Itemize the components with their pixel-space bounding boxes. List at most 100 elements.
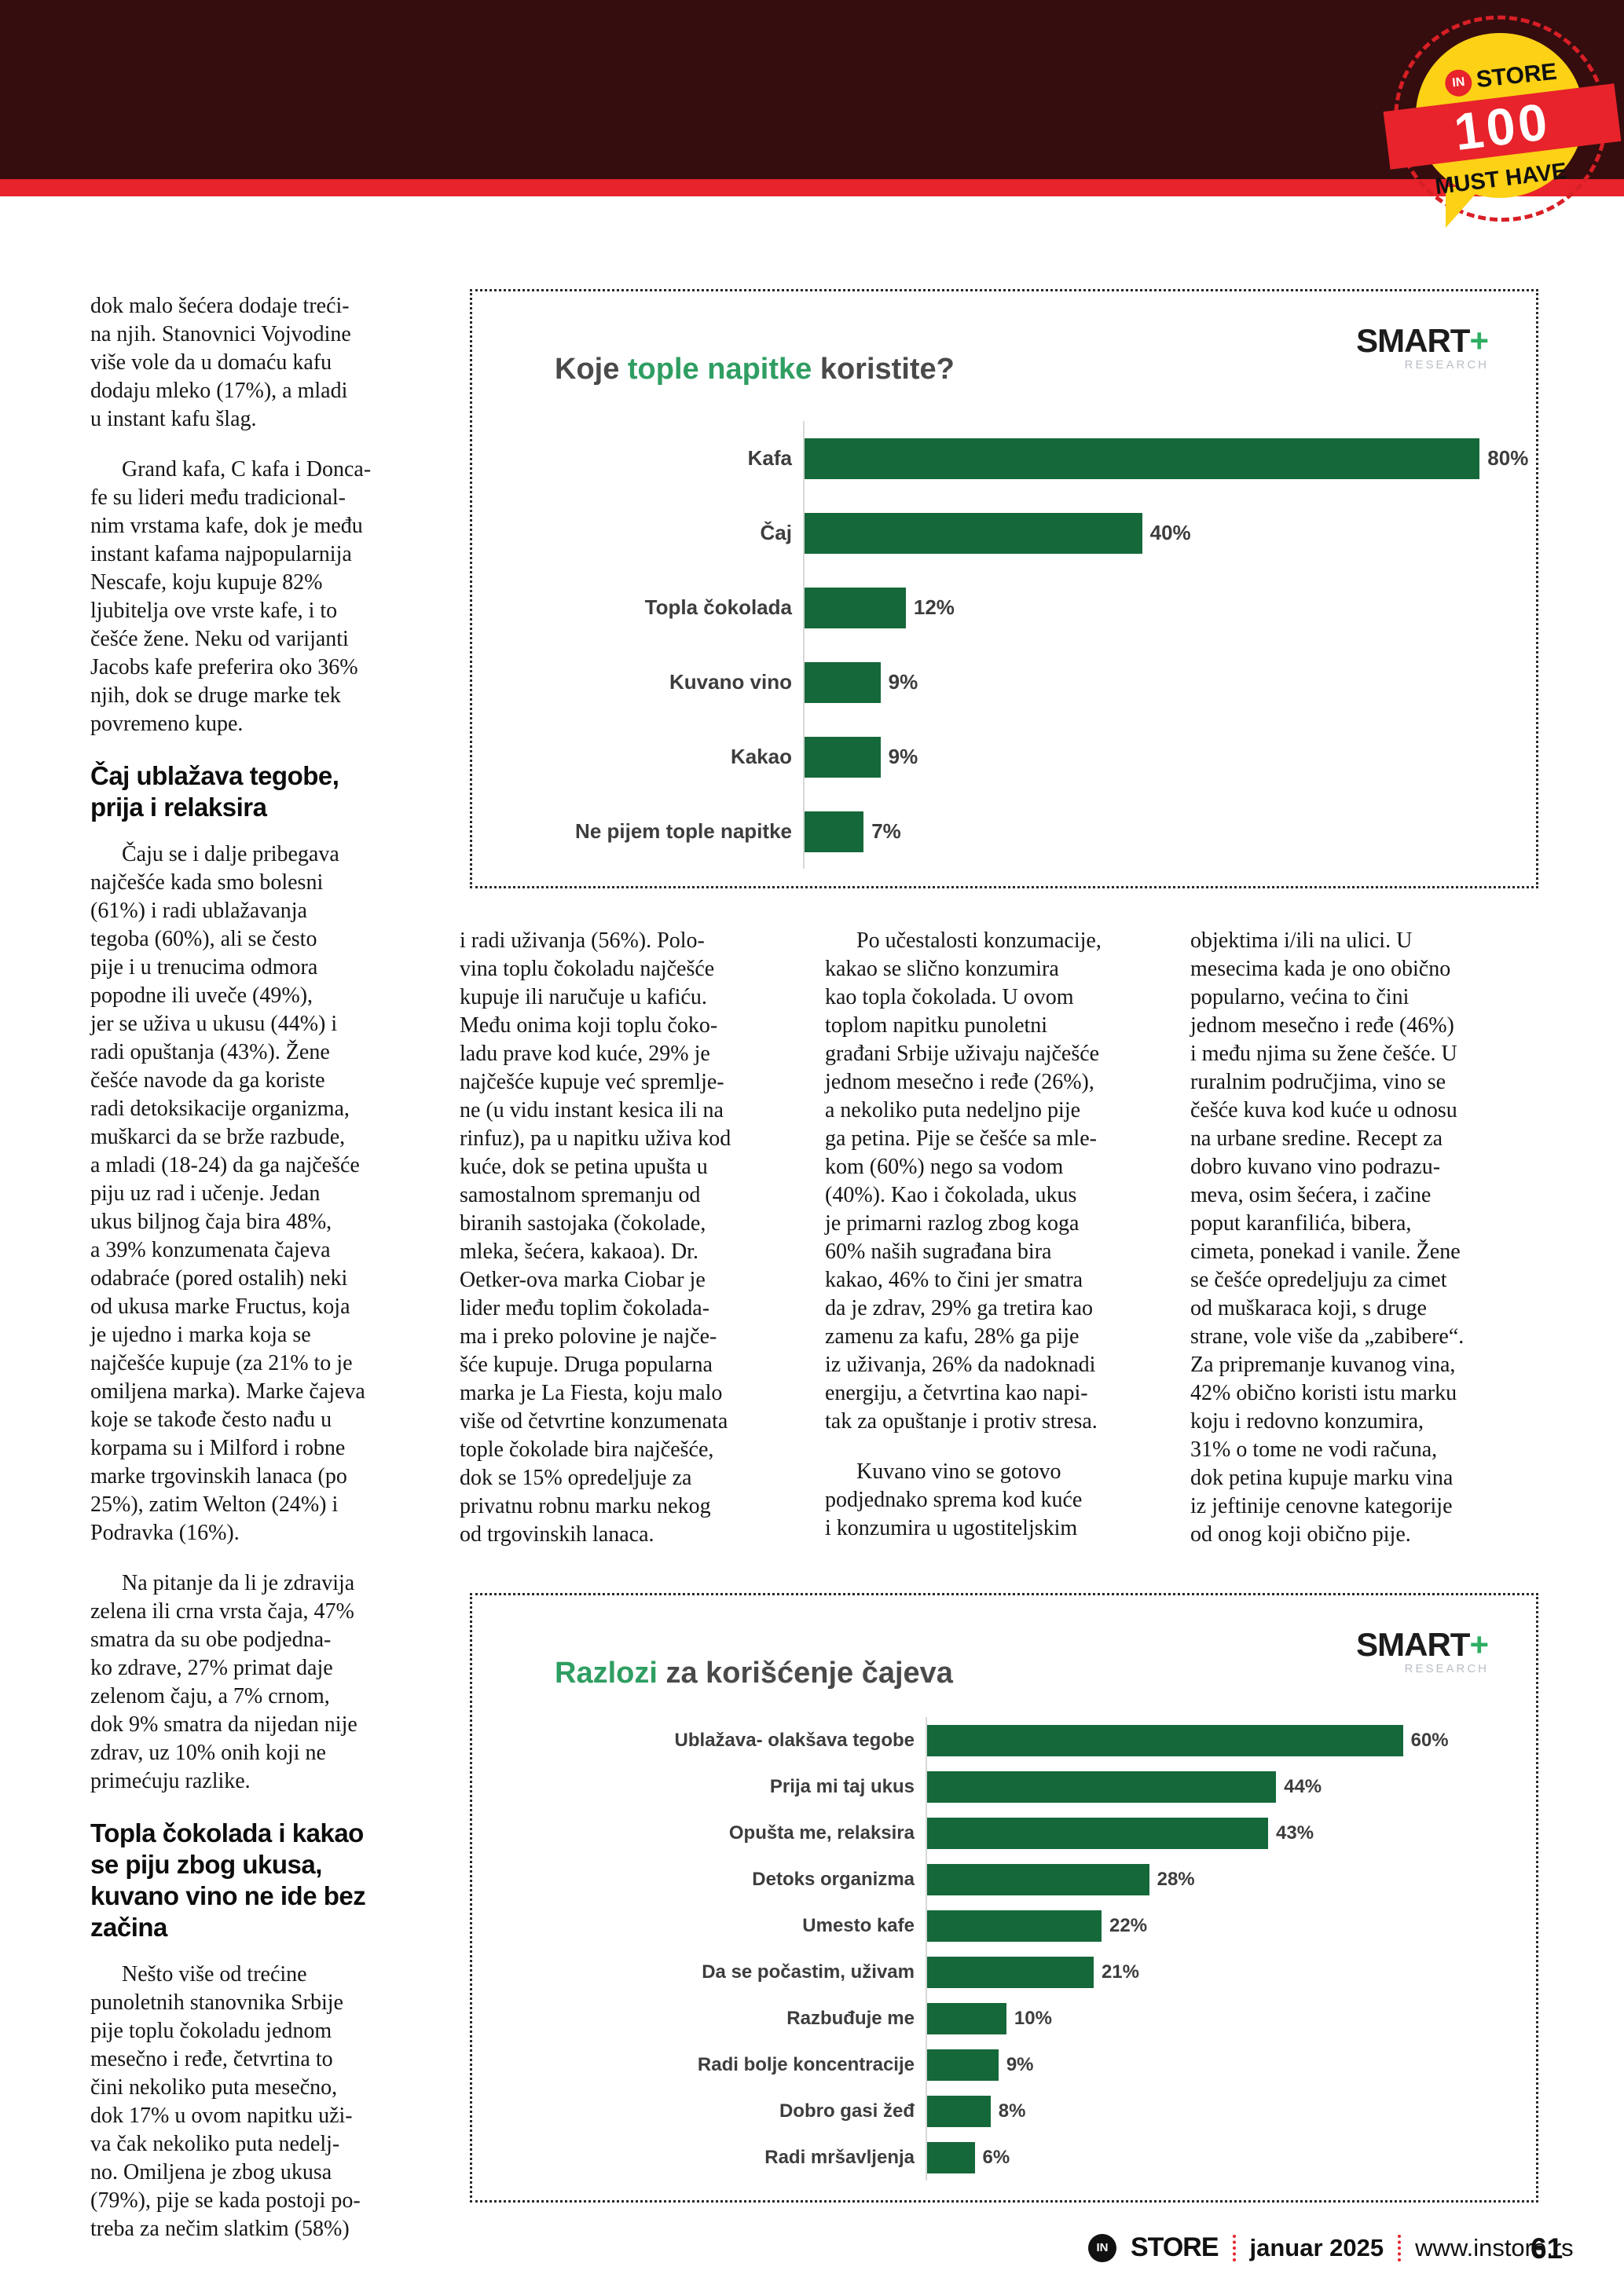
bar-value-label: 60% xyxy=(1410,1729,1449,1751)
bar-value-label: 6% xyxy=(982,2146,1010,2168)
bar-category-label: Umesto kafe xyxy=(802,1914,915,1936)
paragraph: Nešto više od trećine punoletnih stanovn… xyxy=(90,1962,361,2241)
chart-bar-row: Ne pijem tople napitke 7% xyxy=(484,794,1522,869)
bar-value-label: 21% xyxy=(1101,1961,1139,1983)
chart-bar-row: Čaj 40% xyxy=(484,496,1522,570)
bar-area: 12% xyxy=(803,570,1522,645)
bar xyxy=(927,2095,991,2127)
chart-bar-row: Opušta me, relaksira 43% xyxy=(484,1810,1522,1856)
bar-area: 6% xyxy=(926,2134,1522,2181)
bar xyxy=(927,2141,975,2173)
bar-area: 21% xyxy=(926,1949,1522,1995)
footer-store-logo: STORE xyxy=(1131,2232,1219,2262)
bar-category-label: Dobro gasi žeđ xyxy=(779,2100,915,2122)
bar-category-label: Kafa xyxy=(747,446,792,470)
article-column-3: Po učestalosti konzumacije, kakao se sli… xyxy=(825,927,1176,1565)
bar-area: 9% xyxy=(926,2041,1522,2088)
paragraph: Po učestalosti konzumacije, kakao se sli… xyxy=(825,928,1102,1434)
bar-area: 9% xyxy=(803,720,1522,794)
chart-bar-row: Prija mi taj ukus 44% xyxy=(484,1763,1522,1810)
bar-value-label: 40% xyxy=(1149,521,1191,544)
smart-research-logo: SMART+ RESEARCH xyxy=(1356,322,1489,372)
logo-name: SMART xyxy=(1356,1626,1470,1663)
bar xyxy=(805,811,864,852)
header-red-stripe xyxy=(0,179,1624,196)
bar-value-label: 9% xyxy=(888,745,918,768)
paragraph: Kuvano vino se gotovo podjednako sprema … xyxy=(825,1459,1083,1540)
chart-hot-beverages: Koje tople napitke koristite? SMART+ RES… xyxy=(470,289,1538,888)
chart-title-text: Koje xyxy=(555,353,628,386)
paragraph: i radi uživanja (56%). Polo- vina toplu … xyxy=(460,928,731,1547)
bar-area: 8% xyxy=(926,2088,1522,2134)
bar-value-label: 9% xyxy=(1006,2053,1034,2075)
bar xyxy=(805,438,1480,479)
chart-title-highlight: tople napitke xyxy=(627,353,812,386)
in-logo-icon: IN xyxy=(1443,68,1474,98)
paragraph: Čaju se i dalje pribegava najčešće kada … xyxy=(90,842,365,1545)
chart-bar-row: Kafa 80% xyxy=(484,421,1528,496)
paragraph: objektima i/ili na ulici. U mesecima kad… xyxy=(1190,928,1465,1547)
bar-area: 60% xyxy=(926,1717,1522,1763)
bar-value-label: 10% xyxy=(1014,2007,1052,2029)
chart-bar-row: Kuvano vino 9% xyxy=(484,645,1522,720)
bar-value-label: 7% xyxy=(871,819,901,843)
in-logo-icon: IN xyxy=(1088,2233,1116,2262)
bar xyxy=(927,1724,1403,1756)
bar-area: 43% xyxy=(926,1810,1522,1856)
bar xyxy=(805,661,881,703)
footer-website: www.instore.rs xyxy=(1415,2233,1574,2261)
paragraph: dok malo šećera dodaje treći- na njih. S… xyxy=(90,294,351,431)
smart-research-logo: SMART+ RESEARCH xyxy=(1356,1628,1489,1675)
bar-category-label: Čaj xyxy=(760,521,792,544)
logo-subtitle: RESEARCH xyxy=(1404,1662,1489,1675)
bar-category-label: Kuvano vino xyxy=(669,670,792,694)
bar-value-label: 22% xyxy=(1109,1914,1148,1936)
bar-value-label: 12% xyxy=(913,595,955,619)
bar-category-label: Kakao xyxy=(730,745,792,768)
badge-number: 100 xyxy=(1450,91,1554,162)
bar-category-label: Ublažava- olakšava tegobe xyxy=(674,1729,915,1751)
bar-category-label: Prija mi taj ukus xyxy=(769,1775,915,1797)
bar-value-label: 9% xyxy=(888,670,918,694)
bar-area: 10% xyxy=(926,1995,1522,2041)
logo-plus-icon: + xyxy=(1469,1626,1489,1663)
bar xyxy=(927,2049,999,2081)
bar xyxy=(927,1956,1094,1988)
bar-category-label: Topla čokolada xyxy=(644,595,792,619)
footer-issue-date: januar 2025 xyxy=(1249,2233,1384,2261)
bar-area: 7% xyxy=(803,794,1522,869)
page-number: 61 xyxy=(1531,2232,1564,2265)
chart-title: Razlozi za korišćenje čajeva xyxy=(555,1657,953,1690)
chart-bar-row: Topla čokolada 12% xyxy=(484,570,1522,645)
bar xyxy=(927,2002,1006,2034)
chart-bar-row: Detoks organizma 28% xyxy=(484,1856,1522,1902)
chart-rows: Ublažava- olakšava tegobe 60% Prija mi taj… xyxy=(484,1717,1522,2181)
bar-category-label: Opušta me, relaksira xyxy=(728,1822,915,1844)
logo-plus-icon: + xyxy=(1469,322,1489,359)
bar xyxy=(927,1771,1277,1803)
bar-area: 40% xyxy=(803,496,1522,570)
chart-bar-row: Da se počastim, uživam 21% xyxy=(484,1949,1522,1995)
paragraph: Grand kafa, C kafa i Donca- fe su lideri… xyxy=(90,457,372,736)
chart-tea-reasons: Razlozi za korišćenje čajeva SMART+ RESE… xyxy=(470,1593,1538,2203)
header-band xyxy=(0,0,1624,179)
bar-category-label: Detoks organizma xyxy=(752,1868,915,1890)
bar-category-label: Razbuđuje me xyxy=(786,2007,915,2029)
bar-value-label: 8% xyxy=(998,2100,1026,2122)
article-column-2: i radi uživanja (56%). Polo- vina toplu … xyxy=(460,927,811,1571)
bar-area: 80% xyxy=(803,421,1528,496)
footer-separator xyxy=(1398,2234,1402,2261)
bar xyxy=(805,512,1142,554)
chart-title-text: koristite? xyxy=(812,353,955,386)
chart-bar-row: Dobro gasi žeđ 8% xyxy=(484,2088,1522,2134)
chart-bar-row: Radi bolje koncentracije 9% xyxy=(484,2041,1522,2088)
chart-bar-row: Razbuđuje me 10% xyxy=(484,1995,1522,2041)
article-column-4: objektima i/ili na ulici. U mesecima kad… xyxy=(1190,927,1542,1571)
bar xyxy=(927,1817,1268,1849)
paragraph: Na pitanje da li je zdravija zelena ili … xyxy=(90,1571,357,1793)
bar xyxy=(805,736,881,778)
chart-title: Koje tople napitke koristite? xyxy=(555,353,955,386)
logo-name: SMART xyxy=(1356,322,1470,359)
chart-rows: Kafa 80% Čaj 40% Topla čokolada 12% Kuvano vin… xyxy=(484,421,1528,869)
